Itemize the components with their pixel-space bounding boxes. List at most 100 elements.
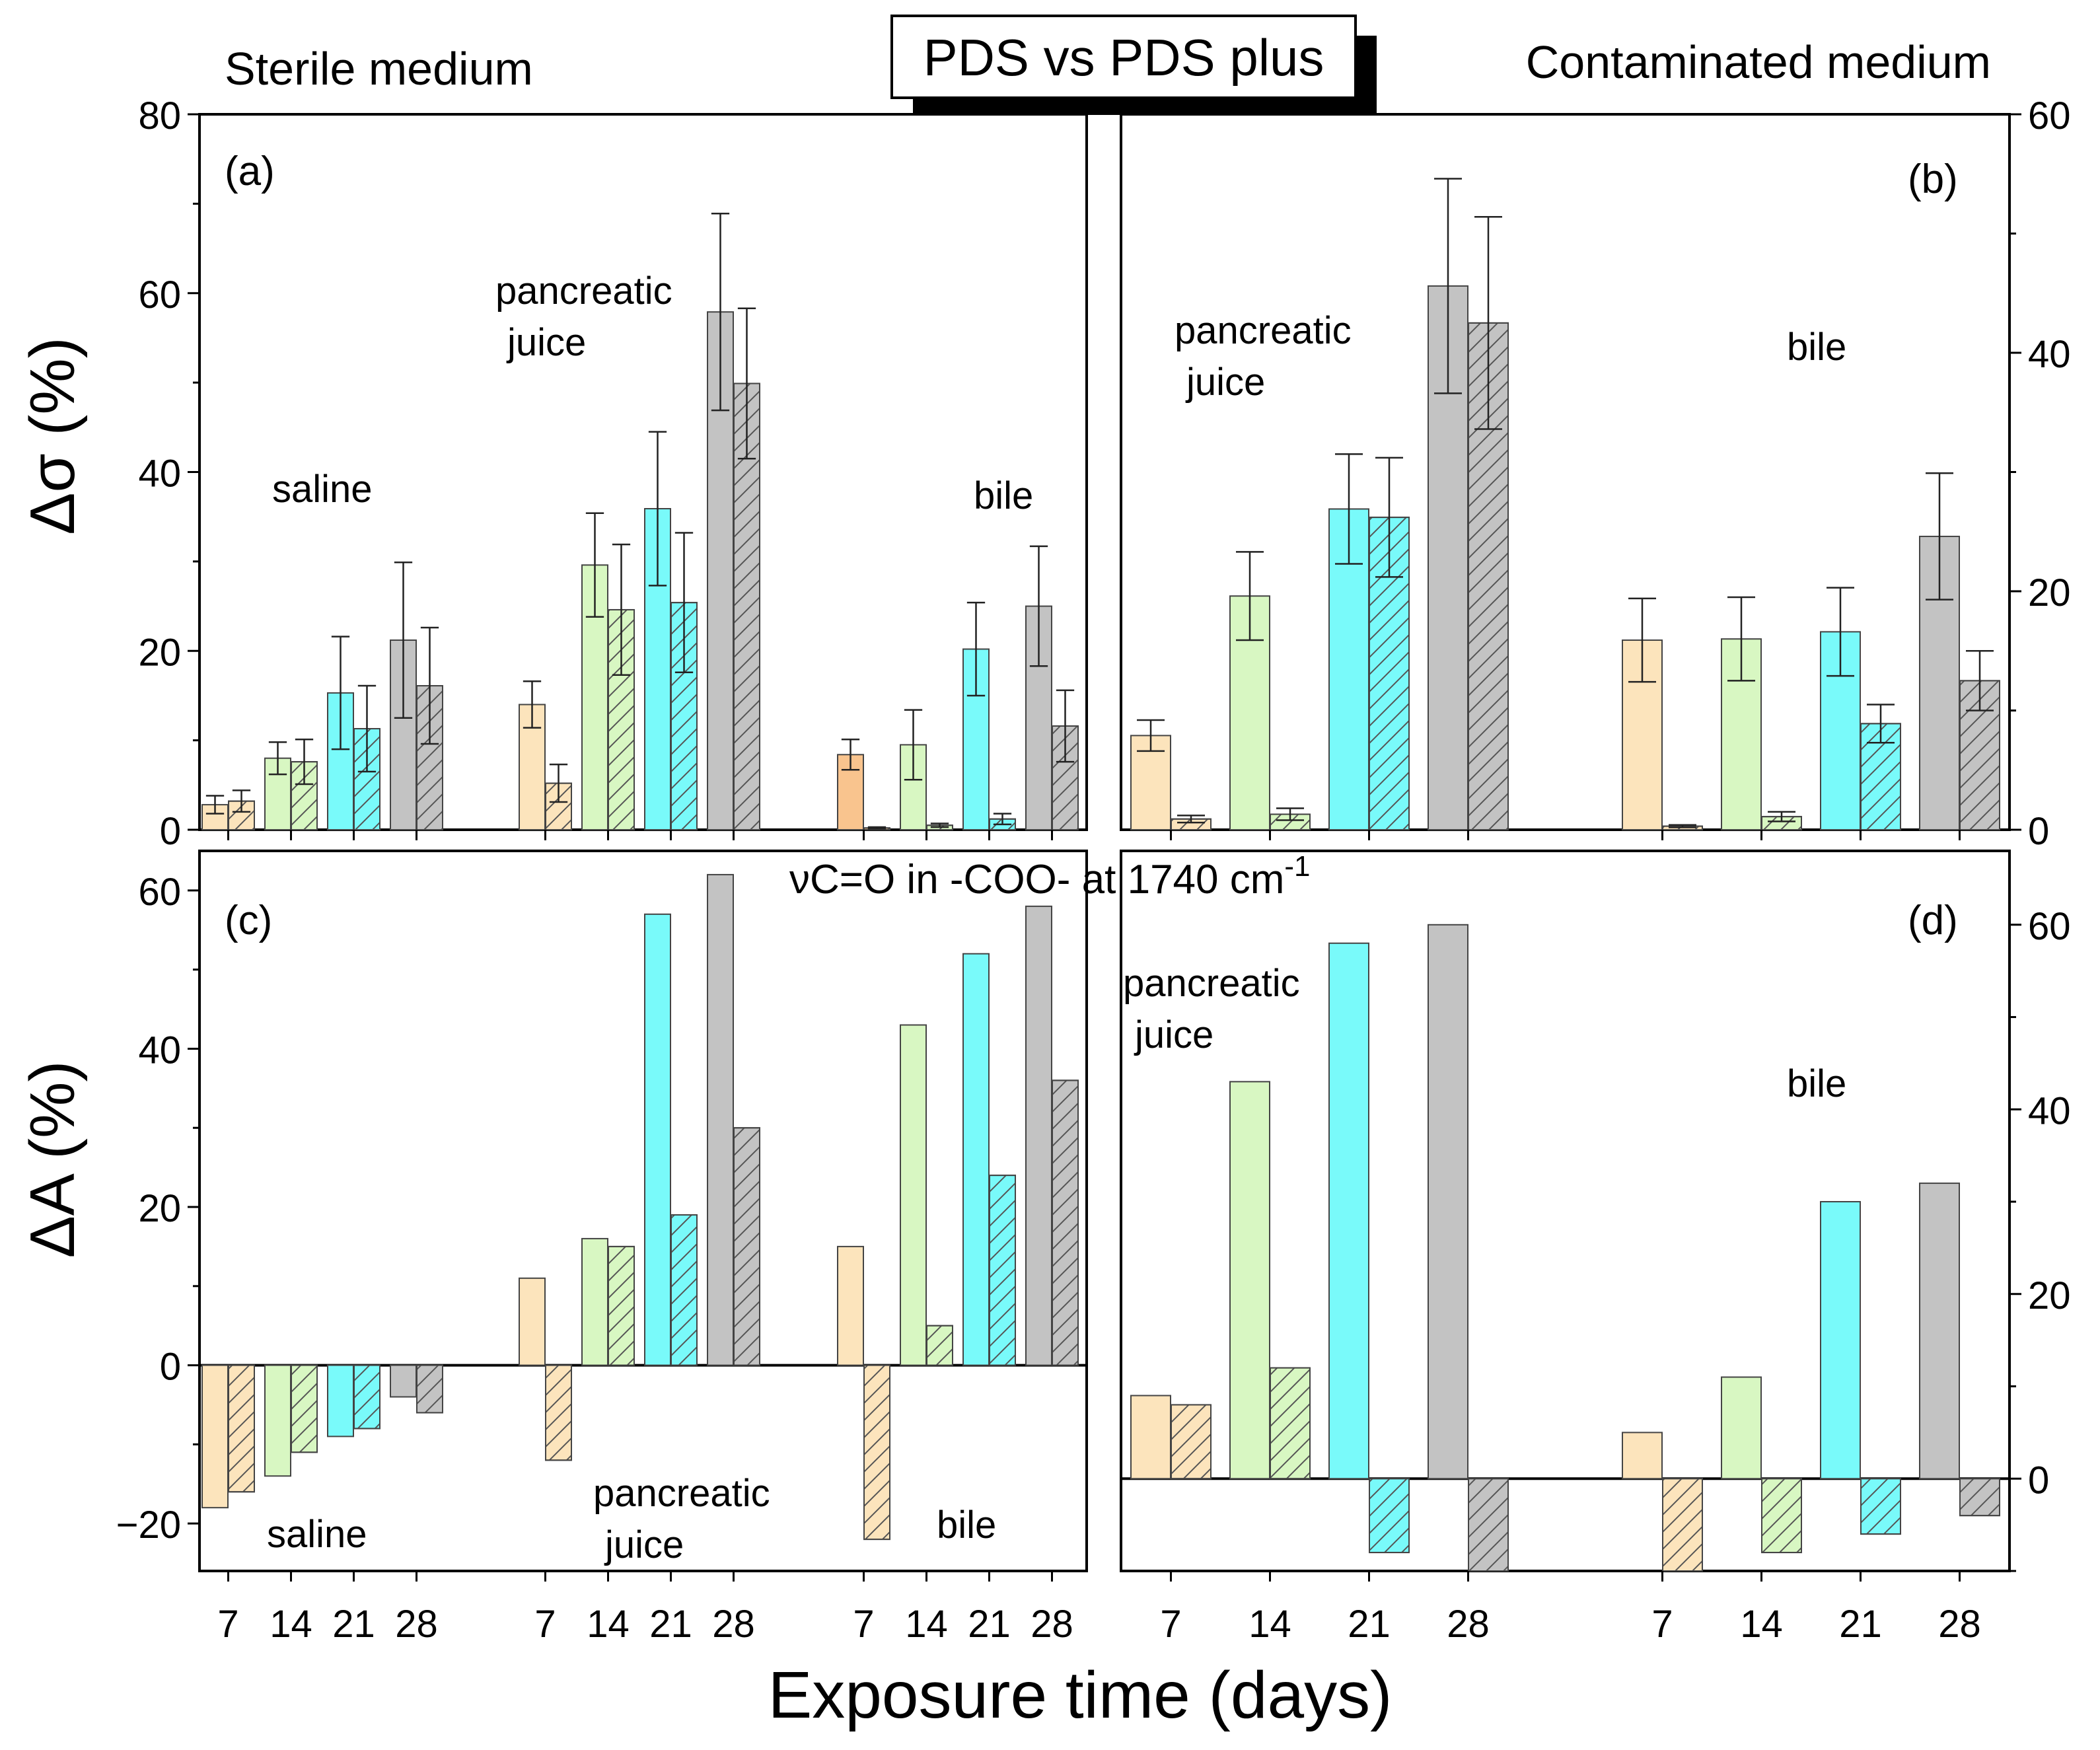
x-tick-label-d: 21 bbox=[1839, 1603, 1882, 1646]
bar-c-pancreatic-juice-28-pds bbox=[707, 873, 734, 1366]
annotation-c-saline: saline bbox=[267, 1513, 367, 1556]
bar-c-pancreatic-juice-21-pds bbox=[644, 913, 671, 1366]
bar-d-pancreatic-juice-14-pds bbox=[1229, 1081, 1270, 1480]
bar-hatch-c-14 bbox=[608, 1245, 635, 1366]
x-tick-label-d: 28 bbox=[1447, 1603, 1490, 1646]
x-tick-label-d: 28 bbox=[1938, 1603, 1981, 1646]
bar-hatch-d-7 bbox=[1171, 1404, 1212, 1480]
y-tick-label-a: 20 bbox=[138, 631, 181, 674]
y-tick-label-c: 60 bbox=[138, 871, 181, 914]
error-bar-a-7-plus bbox=[232, 789, 251, 813]
bar-d-bile-7-pds bbox=[1622, 1432, 1663, 1480]
panel-a: 0 20 40 60 80 (a) saline pancreatic juice bile bbox=[138, 94, 1088, 853]
annotation-c-bile: bile bbox=[937, 1504, 996, 1547]
annotation-line: bile bbox=[974, 474, 1033, 517]
panel-c: −20 0 20 40 60 (c) 7 14 21 28 7 14 21 28 7 14 21 28 saline… bbox=[116, 850, 1088, 1646]
y-tick-label-a: 80 bbox=[138, 94, 181, 137]
annotation-line: bile bbox=[937, 1504, 996, 1547]
error-bar-a-28-plus bbox=[420, 626, 439, 745]
error-bar-b-14-plus bbox=[1768, 811, 1795, 822]
bar-hatch-c-21 bbox=[353, 1364, 380, 1430]
section-c-title-main: νC=O in -COO- at 1740 cm bbox=[789, 857, 1284, 902]
error-bar-a-7-plus bbox=[549, 763, 568, 803]
bar-c-bile-28-pds bbox=[1025, 905, 1052, 1366]
x-tick-label-c: 7 bbox=[534, 1603, 556, 1646]
bar-hatch-c-21 bbox=[670, 1214, 698, 1366]
bar-hatch-c-28 bbox=[733, 1127, 760, 1366]
bar-c-saline-28-pds bbox=[390, 1364, 417, 1398]
x-axis-title: Exposure time (days) bbox=[768, 1658, 1393, 1732]
error-bar-a-28-plus bbox=[1056, 689, 1075, 763]
y-tick-label-c: 0 bbox=[160, 1346, 181, 1389]
x-tick-label-c: 28 bbox=[712, 1603, 755, 1646]
bar-hatch-d-7 bbox=[1662, 1478, 1703, 1572]
y-axis-title-top: Δσ (%) bbox=[17, 337, 88, 534]
y-tick-label-c: 20 bbox=[138, 1187, 181, 1230]
bar-d-bile-28-pds bbox=[1919, 1183, 1960, 1480]
y-tick-label-a: 0 bbox=[160, 810, 181, 853]
annotation-line: juice bbox=[506, 321, 586, 364]
y-tick-label-d: 40 bbox=[2028, 1089, 2071, 1132]
error-bar-b-14-pds bbox=[1727, 596, 1755, 682]
error-bar-b-14-plus bbox=[1276, 807, 1304, 821]
y-tick-label-b: 20 bbox=[2028, 571, 2071, 614]
y-tick-label-b: 0 bbox=[2028, 810, 2049, 853]
annotation-line: pancreatic bbox=[593, 1472, 770, 1515]
x-tick-label-c: 14 bbox=[905, 1603, 948, 1646]
annotation-line: pancreatic bbox=[495, 270, 672, 312]
bar-hatch-d-14 bbox=[1270, 1367, 1311, 1480]
annotation-line: bile bbox=[1787, 1062, 1846, 1105]
bar-hatch-c-21 bbox=[989, 1175, 1016, 1366]
x-tick-label-c: 21 bbox=[968, 1603, 1011, 1646]
y-tick-label-c: 40 bbox=[138, 1029, 181, 1072]
annotation-c-pancreatic-juice: pancreatic juice bbox=[593, 1472, 770, 1566]
y-tick-label-d: 60 bbox=[2028, 905, 2071, 948]
plot-frame-c bbox=[198, 850, 1088, 1572]
bar-hatch-c-14 bbox=[926, 1325, 953, 1366]
bar-d-bile-14-pds bbox=[1721, 1376, 1762, 1480]
bar-hatch-c-7 bbox=[545, 1364, 572, 1461]
y-tick-label-b: 40 bbox=[2028, 333, 2071, 376]
panel-b: 0 20 40 60 (b) pancreatic juice bile bbox=[1120, 94, 2071, 853]
annotation-line: bile bbox=[1787, 326, 1846, 369]
x-tick-label-d: 7 bbox=[1651, 1603, 1673, 1646]
bar-c-bile-21-pds bbox=[962, 953, 990, 1366]
error-bar-a-28-plus bbox=[737, 307, 756, 460]
y-tick-label-a: 40 bbox=[138, 453, 181, 495]
title-box-frame bbox=[890, 15, 1357, 99]
annotation-line: juice bbox=[604, 1523, 684, 1566]
annotation-line: pancreatic bbox=[1123, 962, 1300, 1005]
error-bar-b-7-plus bbox=[1669, 824, 1696, 828]
error-bar-a-7-pds bbox=[841, 739, 860, 771]
title-box: PDS vs PDS plus bbox=[890, 15, 1377, 115]
x-tick-label-c: 28 bbox=[1031, 1603, 1073, 1646]
error-bar-a-28-pds bbox=[394, 561, 413, 719]
error-bar-a-21-pds bbox=[648, 431, 667, 587]
annotation-b-pancreatic-juice: pancreatic juice bbox=[1175, 309, 1352, 404]
x-tick-label-c: 28 bbox=[395, 1603, 438, 1646]
annotation-line: pancreatic bbox=[1175, 309, 1352, 352]
bar-hatch-d-28 bbox=[1959, 1478, 2000, 1517]
error-bar-b-7-pds bbox=[1628, 597, 1656, 683]
x-tick-label-c: 21 bbox=[649, 1603, 692, 1646]
error-bar-a-14-pds bbox=[268, 741, 287, 776]
bar-a-saline-28-pds bbox=[390, 639, 417, 830]
annotation-a-bile: bile bbox=[974, 474, 1033, 517]
bar-hatch-d-14 bbox=[1761, 1478, 1802, 1554]
bar-c-pancreatic-juice-14-pds bbox=[581, 1237, 608, 1366]
error-bar-b-7-pds bbox=[1137, 719, 1165, 752]
error-bar-a-21-plus bbox=[993, 813, 1012, 826]
bar-c-bile-7-pds bbox=[837, 1245, 864, 1366]
x-tick-label-c: 21 bbox=[332, 1603, 375, 1646]
bar-c-bile-14-pds bbox=[900, 1024, 927, 1366]
error-bar-a-21-plus bbox=[357, 684, 377, 773]
bar-c-saline-21-pds bbox=[327, 1364, 354, 1438]
x-tick-label-c: 7 bbox=[853, 1603, 874, 1646]
y-tick-label-b: 60 bbox=[2028, 94, 2071, 137]
annotation-d-bile: bile bbox=[1787, 1062, 1846, 1105]
contaminated-medium-title: Contaminated medium bbox=[1526, 36, 1991, 88]
annotation-line: juice bbox=[1134, 1013, 1213, 1056]
annotation-line: juice bbox=[1185, 361, 1265, 404]
error-bar-a-14-pds bbox=[585, 512, 604, 618]
